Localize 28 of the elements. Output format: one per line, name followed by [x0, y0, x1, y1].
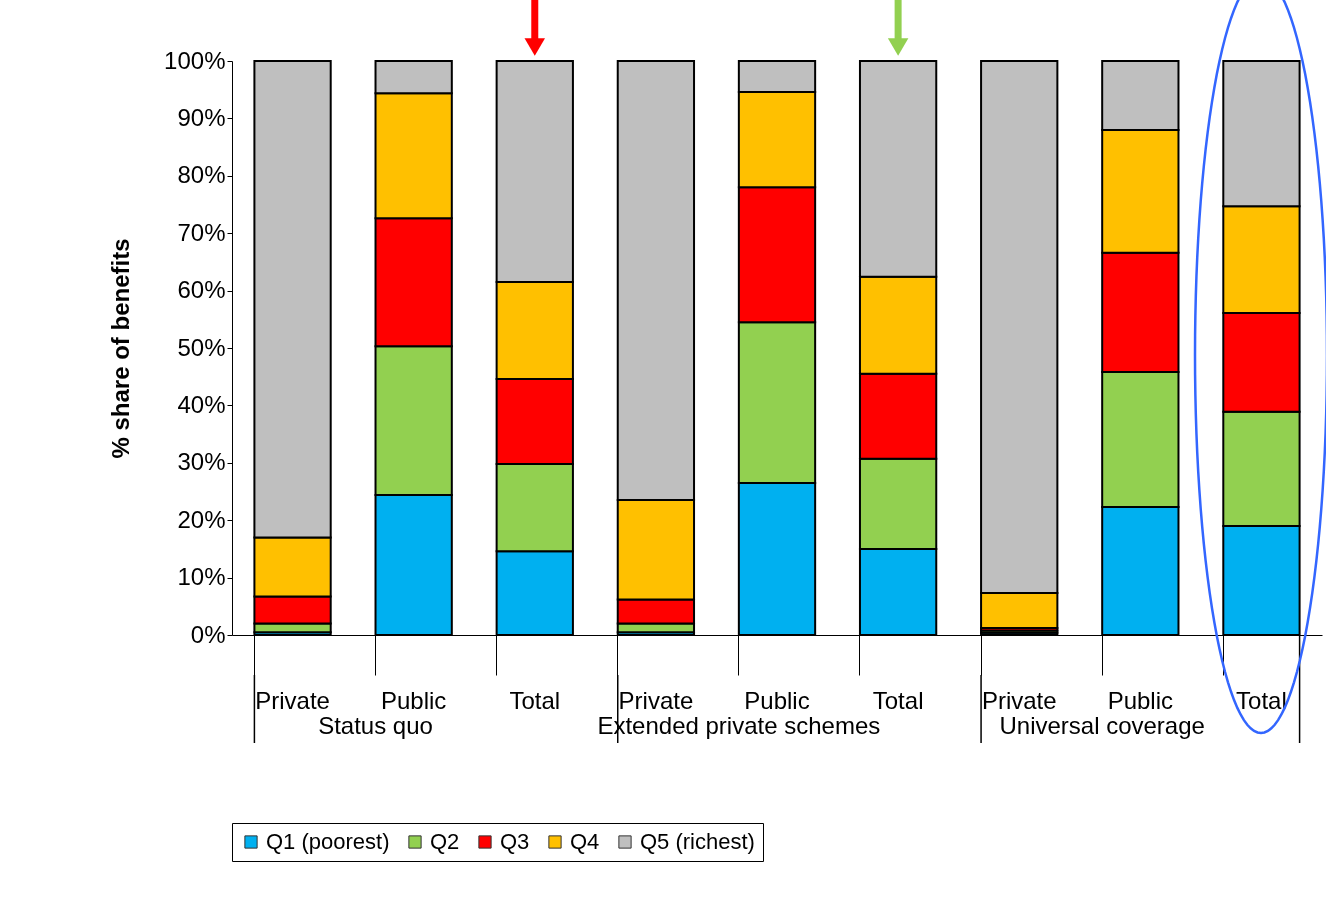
legend-label: Q5 (richest): [640, 829, 755, 854]
x-tick-label: Public: [380, 686, 447, 714]
x-tick-label: Total: [872, 686, 924, 714]
text: Status quo: [318, 712, 433, 739]
text: Universal coverage: [999, 712, 1205, 739]
x-tick-label: Public: [744, 686, 810, 714]
y-tick-label: 40%: [177, 390, 226, 418]
x-tick-label: Private: [618, 686, 694, 714]
x-tick-label: Total: [1236, 686, 1287, 714]
y-tick-label: 30%: [177, 448, 226, 476]
legend-label: Q2: [430, 829, 460, 854]
y-tick-label: 0%: [190, 620, 226, 648]
y-tick-label: 60%: [177, 276, 226, 304]
x-tick-label: Private: [255, 686, 330, 714]
y-tick-label: 20%: [177, 505, 226, 533]
y-tick-label: 80%: [177, 161, 226, 189]
y-tick-label: 100%: [164, 46, 226, 74]
legend-label: Q4: [570, 829, 600, 854]
y-tick-label: 50%: [177, 333, 226, 361]
x-tick-label: Public: [1107, 686, 1174, 714]
legend-label: Q1 (poorest): [266, 829, 390, 854]
y-tick-label: 10%: [177, 563, 226, 591]
y-axis-title: % share of benefits: [107, 238, 135, 459]
y-tick-label: 70%: [177, 218, 226, 246]
x-tick-label: Total: [509, 686, 561, 714]
x-tick-label: Private: [981, 686, 1057, 714]
y-tick-label: 90%: [177, 103, 226, 131]
legend-label: Q3: [500, 829, 530, 854]
